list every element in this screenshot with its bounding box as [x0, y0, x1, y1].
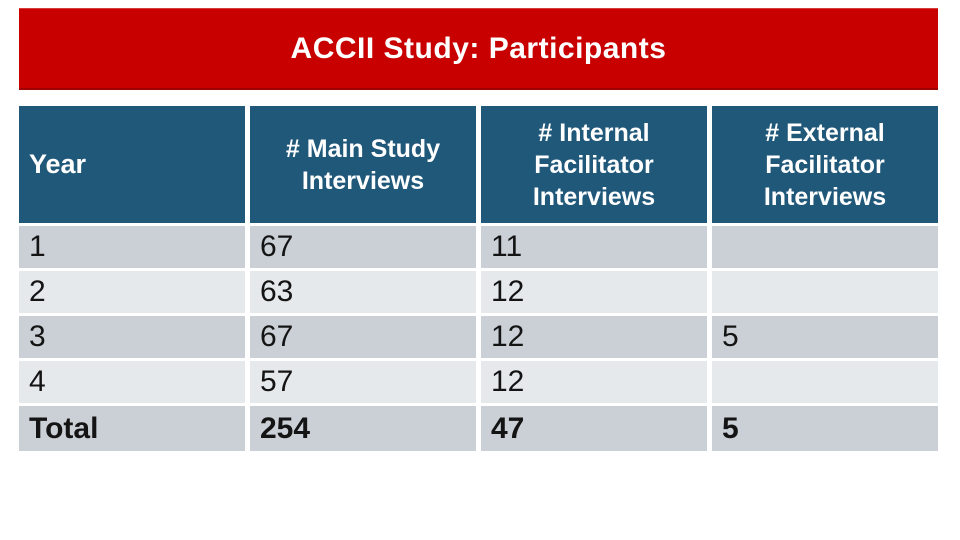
cell-external-row1: [712, 226, 938, 268]
column-header-internal-facilitator: # Internal Facilitator Interviews: [481, 106, 707, 223]
cell-year-row4: 4: [19, 361, 245, 403]
cell-main-row1: 67: [250, 226, 476, 268]
cell-external-total: 5: [712, 406, 938, 451]
cell-main-row2: 63: [250, 271, 476, 313]
cell-main-total: 254: [250, 406, 476, 451]
cell-year-total: Total: [19, 406, 245, 451]
cell-external-row2: [712, 271, 938, 313]
cell-year-row2: 2: [19, 271, 245, 313]
cell-year-row3: 3: [19, 316, 245, 358]
cell-main-row4: 57: [250, 361, 476, 403]
slide-title: ACCII Study: Participants: [290, 31, 667, 65]
participants-table: Year # Main Study Interviews # Internal …: [19, 106, 938, 451]
cell-internal-row2: 12: [481, 271, 707, 313]
column-header-external-facilitator: # External Facilitator Interviews: [712, 106, 938, 223]
cell-internal-total: 47: [481, 406, 707, 451]
column-header-year: Year: [19, 106, 245, 223]
column-header-main-study: # Main Study Interviews: [250, 106, 476, 223]
cell-external-row3: 5: [712, 316, 938, 358]
cell-internal-row3: 12: [481, 316, 707, 358]
cell-external-row4: [712, 361, 938, 403]
cell-internal-row1: 11: [481, 226, 707, 268]
title-bar: ACCII Study: Participants: [19, 8, 938, 90]
cell-main-row3: 67: [250, 316, 476, 358]
cell-internal-row4: 12: [481, 361, 707, 403]
cell-year-row1: 1: [19, 226, 245, 268]
